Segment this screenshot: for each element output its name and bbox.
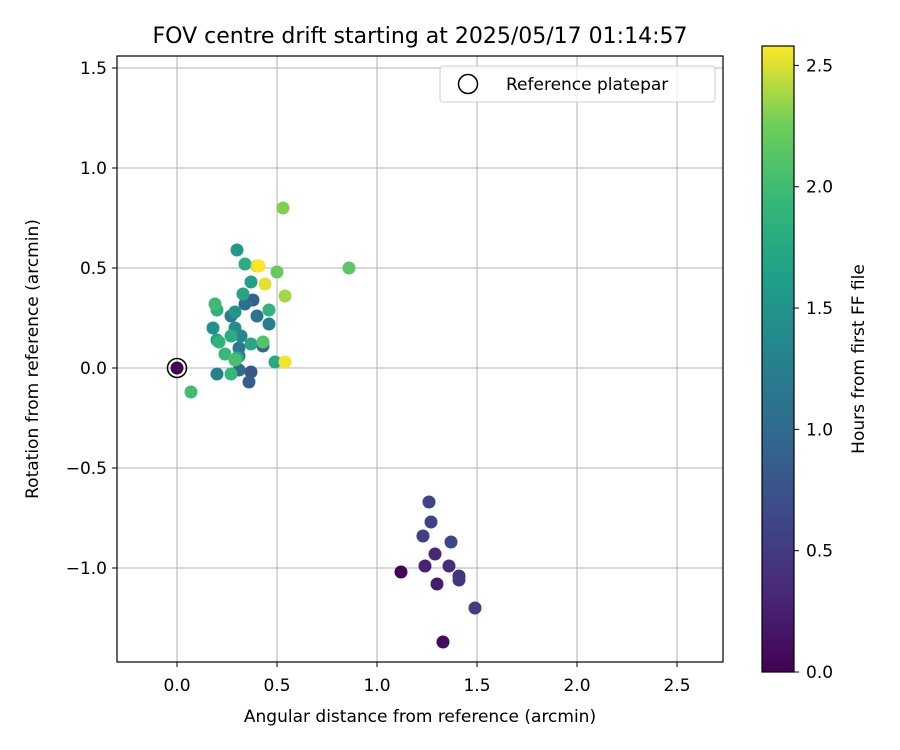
scatter-point <box>210 367 224 381</box>
scatter-point <box>418 559 432 573</box>
x-tick-label: 2.5 <box>663 676 690 696</box>
scatter-point <box>250 309 264 323</box>
scatter-point <box>430 577 444 591</box>
scatter-point <box>244 365 258 379</box>
scatter-point <box>270 265 284 279</box>
colorbar-label: Hours from first FF file <box>849 264 869 454</box>
x-tick-label: 1.5 <box>463 676 490 696</box>
scatter-point <box>258 277 272 291</box>
colorbar-tick-label: 0.0 <box>806 663 833 683</box>
x-axis-label: Angular distance from reference (arcmin) <box>244 707 596 727</box>
colorbar-ticks: 0.0 0.5 1.0 1.5 2.0 2.5 <box>794 56 833 683</box>
scatter-point <box>452 573 466 587</box>
legend-entry-reference: Reference platepar <box>506 75 668 95</box>
x-tick-label: 0.0 <box>163 676 190 696</box>
scatter-point <box>212 335 226 349</box>
scatter-point <box>224 329 238 343</box>
y-tick-label: 0.0 <box>80 359 107 379</box>
y-tick-label: 1.5 <box>80 59 107 79</box>
legend-box <box>439 65 716 103</box>
plot-frame <box>116 55 724 663</box>
colorbar-tick-label: 2.0 <box>806 178 833 198</box>
scatter-point <box>228 353 242 367</box>
scatter-point <box>262 317 276 331</box>
scatter-point <box>252 259 266 273</box>
colorbar-tick-label: 1.0 <box>806 420 833 440</box>
colorbar-tick-label: 0.5 <box>806 542 833 562</box>
scatter-point <box>394 565 408 579</box>
scatter-point <box>442 559 456 573</box>
colorbar-tick-label: 1.5 <box>806 299 833 319</box>
x-tick-label: 2.0 <box>563 676 590 696</box>
y-axis-ticks: −1.0 −0.5 0.0 0.5 1.0 1.5 <box>66 59 117 579</box>
y-tick-label: 1.0 <box>80 159 107 179</box>
scatter-point <box>242 375 256 389</box>
scatter-point <box>436 635 450 649</box>
scatter-point <box>170 361 184 375</box>
y-tick-label: −0.5 <box>66 459 107 479</box>
scatter-point <box>244 337 258 351</box>
scatter-point <box>184 385 198 399</box>
scatter-point <box>238 257 252 271</box>
legend-marker-reference <box>457 73 479 95</box>
scatter-points <box>166 201 482 649</box>
scatter-point <box>416 529 430 543</box>
legend: Reference platepar <box>439 65 716 103</box>
chart-title: FOV centre drift starting at 2025/05/17 … <box>153 24 688 49</box>
x-axis-ticks: 0.0 0.5 1.0 1.5 2.0 2.5 <box>163 662 691 696</box>
scatter-point <box>238 297 252 311</box>
scatter-point <box>444 535 458 549</box>
scatter-point <box>218 347 232 361</box>
scatter-point <box>268 355 282 369</box>
scatter-point <box>228 305 242 319</box>
y-tick-label: −1.0 <box>66 559 107 579</box>
colorbar-tick-label: 2.5 <box>806 56 833 76</box>
scatter-point <box>256 335 270 349</box>
scatter-point <box>206 321 220 335</box>
scatter-point <box>224 367 238 381</box>
colorbar: 0.0 0.5 1.0 1.5 2.0 2.5 Hours from first FF f… <box>761 45 869 683</box>
scatter-point <box>244 275 258 289</box>
scatter-point <box>422 495 436 509</box>
x-tick-label: 1.0 <box>363 676 390 696</box>
scatter-point <box>236 287 250 301</box>
scatter-point <box>424 515 438 529</box>
scatter-point <box>468 601 482 615</box>
scatter-point <box>230 243 244 257</box>
scatter-point <box>428 547 442 561</box>
colorbar-gradient <box>761 45 795 673</box>
scatter-point <box>262 303 276 317</box>
reference-platepar-marker <box>166 357 188 379</box>
scatter-point <box>208 297 222 311</box>
y-axis-label: Rotation from reference (arcmin) <box>23 219 43 499</box>
x-tick-label: 0.5 <box>263 676 290 696</box>
scatter-point <box>278 289 292 303</box>
y-tick-label: 0.5 <box>80 259 107 279</box>
scatter-point <box>342 261 356 275</box>
scatter-point <box>276 201 290 215</box>
scatter-point <box>278 355 292 369</box>
